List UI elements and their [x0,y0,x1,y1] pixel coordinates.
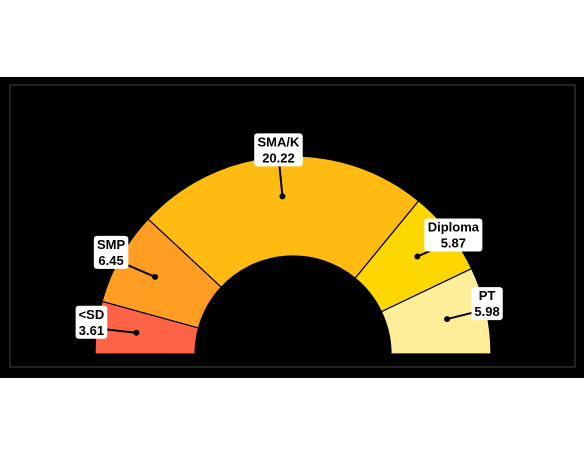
leader-dot [133,329,140,336]
value-label: 20.22 [262,150,295,165]
value-label: 5.98 [474,304,499,319]
leader-dot [444,316,451,323]
slice-sma-k [147,155,420,289]
label-box [75,305,108,339]
category-label: PT [479,288,496,303]
value-label: 5.87 [441,236,466,251]
value-label: 3.61 [79,323,104,338]
label-box [254,133,303,167]
category-label: Diploma [428,220,480,235]
data-label-pt: PT5.98 [444,287,503,323]
slice-group [94,155,492,355]
plot-area-border [9,84,576,368]
leader-dot [414,253,421,260]
leader-dot [279,193,286,200]
data-label-sd: <SD3.61 [75,305,140,339]
data-label-sma-k: SMA/K20.22 [254,133,303,200]
category-label: <SD [79,307,105,322]
leader-dot [152,273,159,280]
value-label: 6.45 [98,253,123,268]
category-label: SMP [97,237,126,252]
label-box [424,218,483,252]
category-label: SMA/K [258,134,301,149]
label-box [93,235,129,269]
label-box [471,287,503,321]
